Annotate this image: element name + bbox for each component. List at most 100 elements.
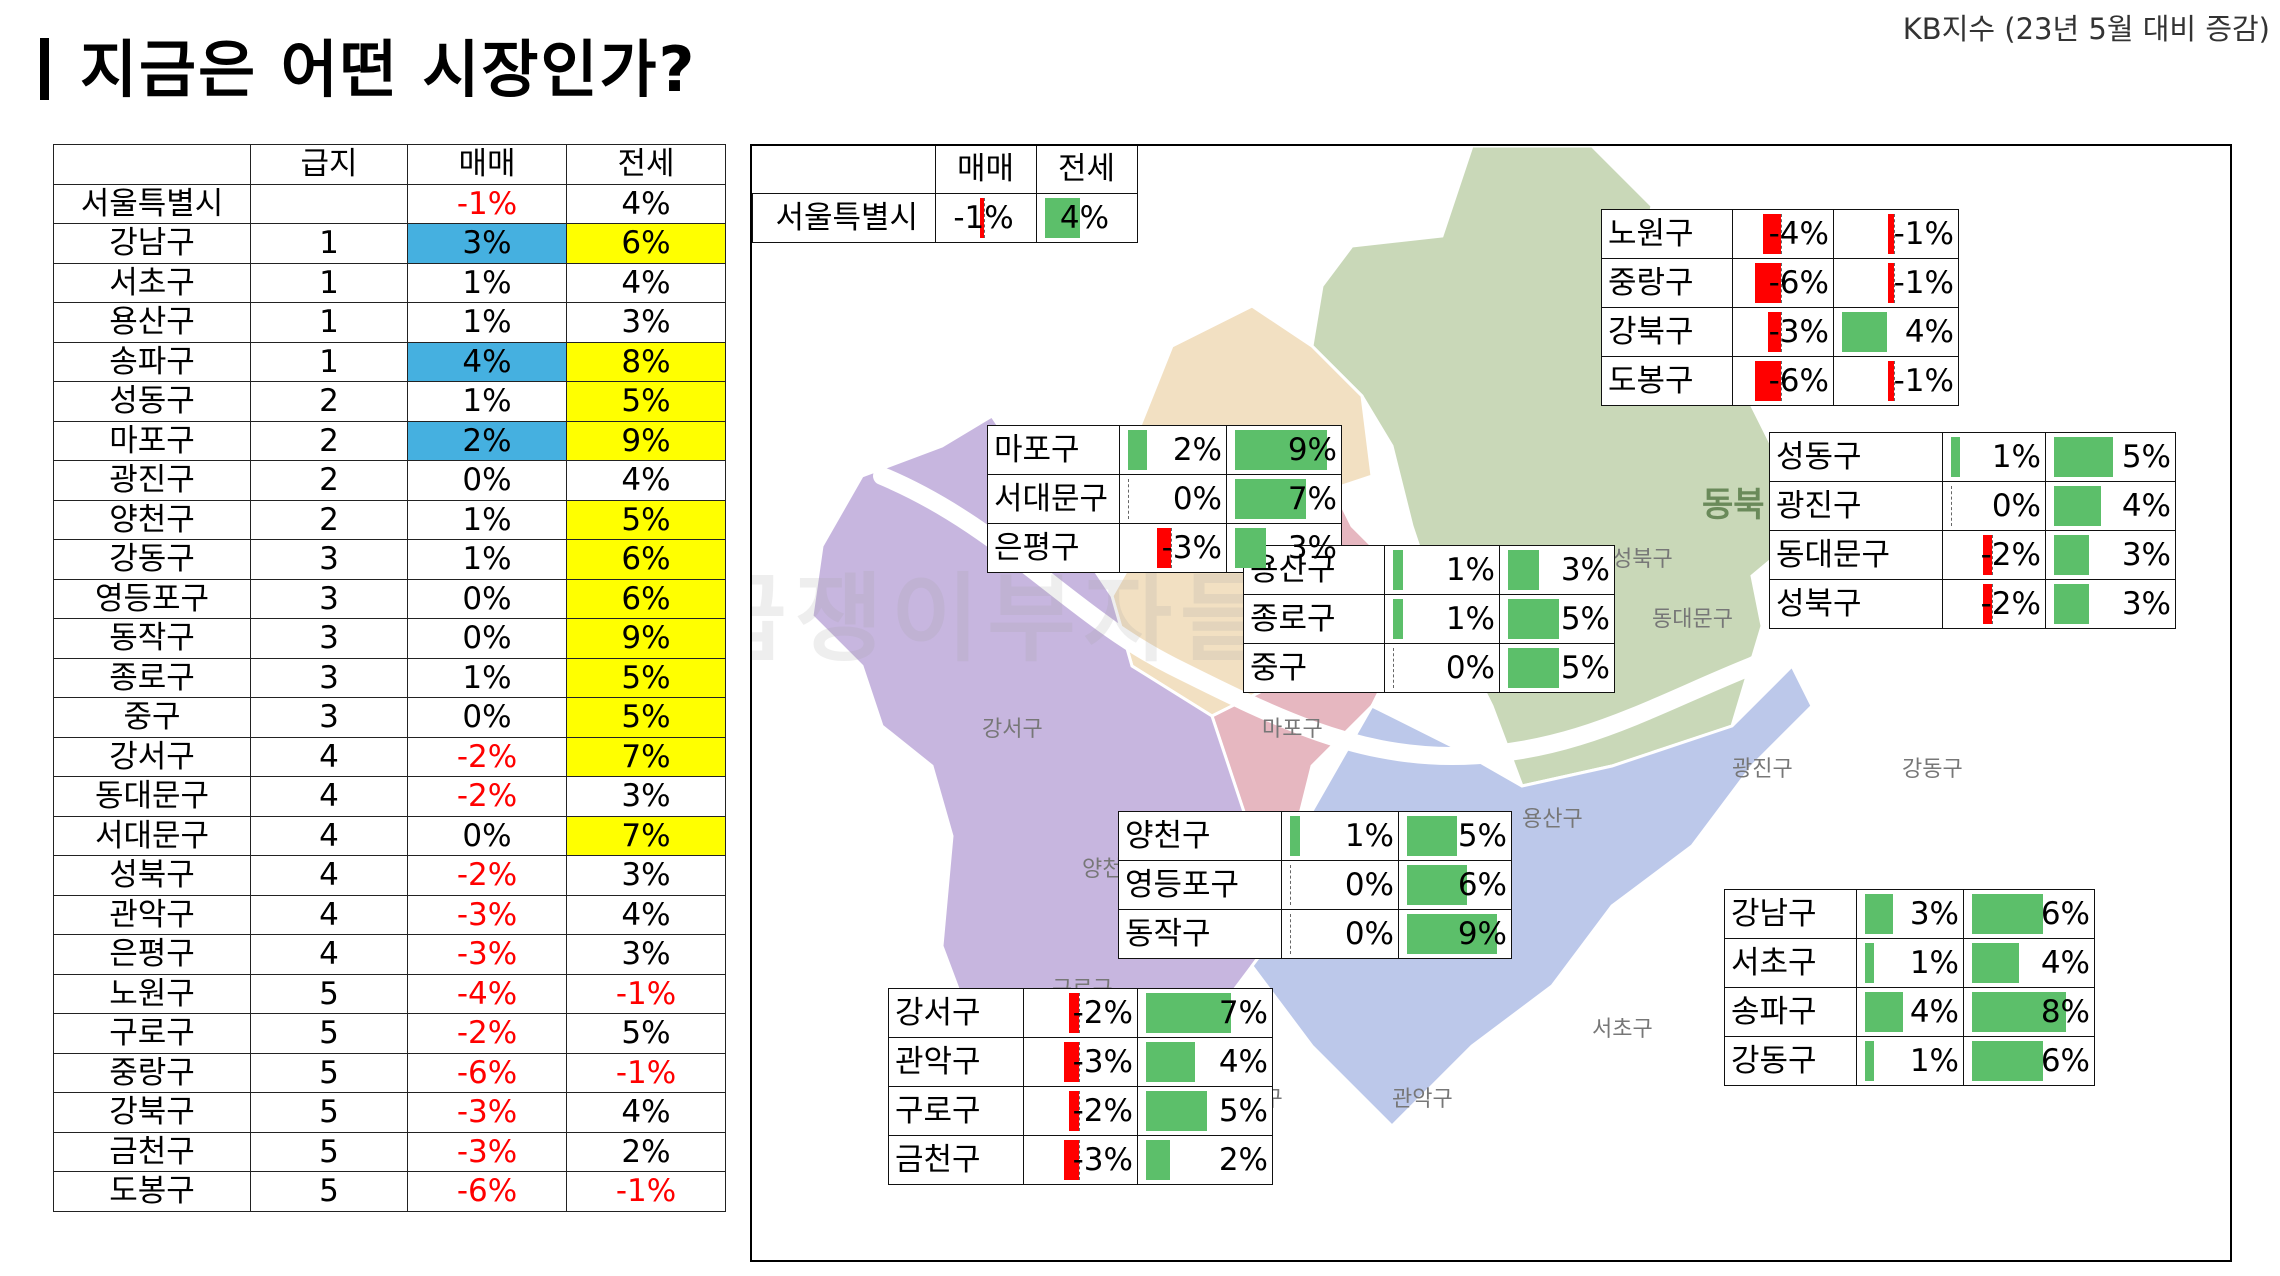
- jeonse-value-text: 7%: [1218, 995, 1268, 1031]
- cell-sale: -2%: [407, 1013, 567, 1054]
- cluster-district-name: 관악구: [888, 1037, 1024, 1087]
- cell-tier: 3: [250, 697, 408, 738]
- jeonse-bar: [2054, 535, 2089, 575]
- jeonse-value-text: 6%: [1457, 867, 1507, 903]
- sale-value-cell: 0%: [1281, 909, 1399, 959]
- jeonse-bar: [2054, 437, 2113, 477]
- jeonse-value-text: -1%: [1893, 216, 1954, 252]
- jeonse-value-text: 7%: [1287, 481, 1337, 517]
- table-header-sale: 매매: [407, 144, 567, 185]
- jeonse-value-text: 4%: [1904, 314, 1954, 350]
- map-city-row: 서울특별시 -1% 4%: [752, 193, 1138, 243]
- cell-tier: 4: [250, 736, 408, 777]
- jeonse-value-cell: 4%: [2045, 481, 2176, 531]
- sale-bar: [1064, 1042, 1079, 1082]
- sale-value-cell: -2%: [1942, 579, 2046, 629]
- cluster-gangnam: 강남구 3% 6% 서초구 1% 4% 송파구 4% 8% 강동구 1% 6%: [1724, 889, 2095, 1086]
- sale-value-text: -2%: [1072, 995, 1133, 1031]
- sale-zero-axis: [1079, 993, 1080, 1033]
- jeonse-value-cell: 8%: [1963, 987, 2095, 1037]
- sale-value-cell: 0%: [1384, 643, 1500, 693]
- cluster-district-name: 구로구: [888, 1086, 1024, 1136]
- table-row: 마포구 2 2% 9%: [53, 420, 726, 461]
- cluster-district-name: 양천구: [1118, 811, 1282, 861]
- table-row: 서초구 1 1% 4%: [53, 262, 726, 303]
- cluster-northeast: 노원구 -4% -1% 중랑구 -6% -1% 강북구 -3% 4% 도봉구 -6% -1%: [1601, 209, 1959, 406]
- cell-sale: -4%: [407, 973, 567, 1014]
- cell-tier: 5: [250, 973, 408, 1014]
- cluster-district-name: 동대문구: [1769, 530, 1943, 580]
- table-row: 동대문구 4 -2% 3%: [53, 776, 726, 817]
- sale-bar: [1865, 943, 1874, 983]
- cell-sale: 1%: [407, 381, 567, 422]
- cluster-district-name: 성북구: [1769, 579, 1943, 629]
- cell-jeonse: 6%: [566, 578, 726, 619]
- cluster-row: 종로구 1% 5%: [1243, 594, 1615, 644]
- cell-jeonse: 6%: [566, 223, 726, 264]
- map-region-southeast: [1250, 663, 1814, 1129]
- cell-sale: -6%: [407, 1052, 567, 1093]
- title-accent-bar: [40, 38, 49, 100]
- table-header-jeonse: 전세: [566, 144, 726, 185]
- jeonse-value-text: -1%: [1893, 363, 1954, 399]
- cell-district: 구로구: [53, 1013, 251, 1054]
- cluster-row: 동대문구 -2% 3%: [1769, 530, 2176, 580]
- cluster-district-name: 강동구: [1724, 1036, 1857, 1086]
- map-header-row: 매매 전세: [752, 146, 1138, 194]
- jeonse-value-cell: 6%: [1398, 860, 1512, 910]
- jeonse-bar: [1888, 214, 1894, 254]
- seoul-map-panel: 동북성북구종로구동대문구강서구마포구서광진구강동구용산구양천구로구서초구관악구금…: [750, 144, 2232, 1262]
- cell-jeonse: 7%: [566, 815, 726, 856]
- cell-tier: 2: [250, 499, 408, 540]
- sale-value-cell: 0%: [1119, 474, 1227, 524]
- cluster-district-name: 종로구: [1243, 594, 1385, 644]
- jeonse-value-text: 6%: [2040, 896, 2090, 932]
- jeonse-bar: [1508, 599, 1559, 639]
- jeonse-bar: [1842, 312, 1887, 352]
- map-header-box: 매매 전세 서울특별시 -1% 4%: [752, 146, 1138, 243]
- sale-value-text: -2%: [1072, 1093, 1133, 1129]
- cell-tier: 4: [250, 815, 408, 856]
- cell-sale: 0%: [407, 578, 567, 619]
- cluster-east: 성동구 1% 5% 광진구 0% 4% 동대문구 -2% 3% 성북구 -2% 3%: [1769, 432, 2176, 629]
- cluster-district-name: 동작구: [1118, 909, 1282, 959]
- map-header-jeonse: 전세: [1035, 146, 1138, 194]
- jeonse-bar: [1235, 528, 1266, 568]
- cell-district: 마포구: [53, 420, 251, 461]
- jeonse-value-cell: -1%: [1833, 356, 1959, 406]
- cluster-district-name: 영등포구: [1118, 860, 1282, 910]
- cell-tier: 2: [250, 460, 408, 501]
- sale-value-cell: -4%: [1732, 209, 1834, 259]
- jeonse-bar: [1146, 1091, 1207, 1131]
- sale-value-text: 1%: [1445, 601, 1495, 637]
- cell-district: 성북구: [53, 855, 251, 896]
- table-header-tier: 급지: [250, 144, 408, 185]
- sale-value-text: 3%: [1909, 896, 1959, 932]
- jeonse-value-cell: 7%: [1137, 988, 1273, 1038]
- sale-bar: [1755, 263, 1781, 303]
- cluster-row: 성북구 -2% 3%: [1769, 579, 2176, 629]
- cluster-row: 동작구 0% 9%: [1118, 909, 1512, 959]
- cell-jeonse: 3%: [566, 855, 726, 896]
- jeonse-bar: [2054, 584, 2089, 624]
- cell-district: 광진구: [53, 460, 251, 501]
- sale-zero-axis: [1781, 263, 1782, 303]
- sale-value-text: 1%: [1909, 945, 1959, 981]
- sale-value-cell: 1%: [1281, 811, 1399, 861]
- cell-jeonse: 6%: [566, 539, 726, 580]
- cell-jeonse: 4%: [566, 460, 726, 501]
- sale-bar: [979, 198, 984, 238]
- jeonse-value-text: 8%: [2040, 994, 2090, 1030]
- cell-sale: -2%: [407, 776, 567, 817]
- sale-value-cell: 1%: [1856, 1036, 1964, 1086]
- cluster-center: 용산구 1% 3% 종로구 1% 5% 중구 0% 5%: [1243, 545, 1615, 693]
- cell-tier: 2: [250, 381, 408, 422]
- jeonse-value-cell: 2%: [1137, 1135, 1273, 1185]
- page-subtitle: KB지수 (23년 5월 대비 증감): [1902, 12, 2270, 46]
- cell-jeonse: -1%: [566, 973, 726, 1014]
- sale-bar: [1393, 550, 1403, 590]
- cluster-row: 은평구 -3% 3%: [987, 523, 1342, 573]
- cell-sale: -2%: [407, 855, 567, 896]
- cluster-west: 강서구 -2% 7% 관악구 -3% 4% 구로구 -2% 5% 금천구 -3% 2%: [888, 988, 1273, 1185]
- cluster-row: 강북구 -3% 4%: [1601, 307, 1959, 357]
